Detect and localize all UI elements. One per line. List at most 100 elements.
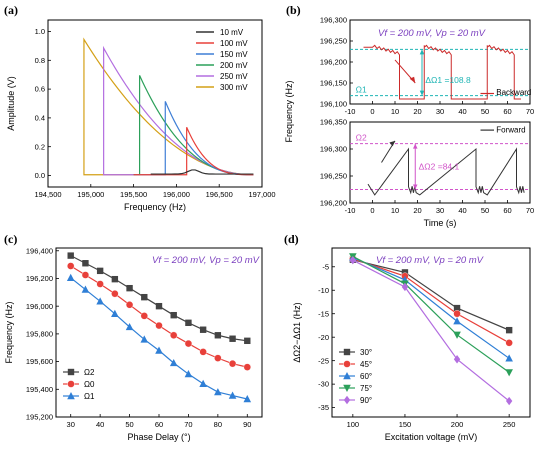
data-point — [453, 355, 461, 364]
y-tick-label: 1.0 — [35, 27, 45, 36]
legend-label: Backward — [496, 88, 531, 97]
data-point — [96, 280, 104, 288]
y-tick-label: 196,200 — [320, 199, 347, 208]
data-point — [505, 354, 513, 362]
panel-label: (a) — [4, 3, 18, 17]
data-point — [228, 359, 237, 368]
x-tick-label: 70 — [526, 107, 534, 116]
data-point — [505, 326, 513, 334]
data-point — [453, 304, 461, 312]
panel-label: (c) — [4, 232, 17, 246]
y-tick-label: 195,800 — [26, 329, 53, 338]
data-point — [126, 284, 133, 292]
legend-marker — [67, 392, 75, 400]
data-point — [170, 311, 177, 319]
x-tick-label: 150 — [399, 420, 412, 429]
y-tick-label: -10 — [318, 286, 329, 295]
legend-label: 300 mV — [220, 83, 248, 92]
y-axis-label: Frequency (Hz) — [4, 301, 14, 363]
x-tick-label: 20 — [413, 206, 421, 215]
legend-label: Ω2 — [84, 368, 95, 377]
x-tick-label: 30 — [436, 107, 444, 116]
data-point — [505, 396, 513, 406]
delta-label-top: ΔΩ1 =108.8 — [425, 75, 471, 85]
legend-marker — [343, 348, 351, 356]
legend-marker — [343, 360, 351, 368]
legend-label: Ω1 — [84, 392, 95, 401]
x-tick-label: 196,000 — [163, 190, 190, 199]
panel-label: (d) — [284, 232, 299, 246]
y-tick-label: 196,150 — [320, 79, 347, 88]
data-point — [111, 275, 119, 283]
x-axis-label: Time (s) — [424, 218, 457, 228]
series-line-0 — [352, 259, 510, 331]
y-axis-label: Frequency (Hz) — [284, 80, 294, 142]
data-point — [96, 297, 104, 305]
data-point — [81, 285, 90, 293]
arrow-head — [419, 49, 425, 55]
data-point — [349, 256, 357, 265]
x-tick-label: 40 — [458, 107, 466, 116]
x-tick-label: 10 — [391, 206, 399, 215]
x-tick-label: 70 — [184, 420, 192, 429]
y-tick-label: 0.4 — [35, 113, 45, 122]
legend-label: 90° — [360, 396, 372, 405]
data-point — [184, 339, 193, 348]
x-tick-label: 90 — [243, 420, 251, 429]
data-point — [111, 290, 119, 298]
delta-label-bottom: ΔΩ2 =84.1 — [419, 162, 460, 172]
legend-marker — [343, 384, 351, 392]
data-point — [243, 394, 252, 403]
data-point — [453, 317, 461, 325]
y-tick-label: 0.2 — [35, 142, 45, 151]
legend-label: 45° — [360, 360, 372, 369]
x-axis-label: Excitation voltage (mV) — [385, 432, 478, 442]
arrow-head — [413, 143, 418, 149]
arrow-head — [419, 90, 425, 96]
x-tick-label: 60 — [503, 107, 511, 116]
data-point — [125, 301, 134, 309]
legend-label: 60° — [360, 372, 372, 381]
data-point — [140, 335, 149, 343]
x-tick-label: 197,000 — [248, 190, 275, 199]
x-tick-label: 0 — [370, 107, 374, 116]
y-tick-label: 196,350 — [320, 118, 347, 127]
y-tick-label: 0.8 — [35, 56, 45, 65]
data-point — [66, 273, 75, 281]
x-tick-label: 0 — [370, 206, 374, 215]
y-tick-label: 196,000 — [26, 302, 53, 311]
legend-label: 75° — [360, 384, 372, 393]
curve-series-150mV — [133, 101, 254, 176]
x-tick-label: 60 — [503, 206, 511, 215]
y-tick-label: -15 — [318, 309, 329, 318]
y-tick-label: 195,200 — [26, 413, 53, 422]
data-point — [170, 331, 178, 339]
plot-frame-a — [47, 19, 263, 188]
data-point — [96, 267, 104, 275]
data-point — [169, 358, 178, 367]
data-point — [401, 269, 409, 276]
legend-label: Ω0 — [84, 380, 95, 389]
legend-marker — [343, 395, 351, 405]
legend-label: 10 mV — [220, 28, 244, 37]
x-tick-label: 195,000 — [77, 190, 104, 199]
y-tick-label: 196,200 — [26, 274, 53, 283]
x-tick-label: 70 — [526, 206, 534, 215]
condition-text: Vf = 200 mV, Vp = 20 mV — [378, 28, 487, 39]
data-point — [81, 271, 90, 279]
series-line-3 — [352, 255, 510, 373]
data-point — [67, 252, 74, 259]
data-point — [82, 260, 89, 267]
data-point — [214, 332, 222, 339]
series-line-1 — [352, 258, 510, 344]
data-point — [199, 379, 207, 387]
data-point — [453, 331, 461, 339]
y-tick-label: 196,300 — [320, 145, 347, 154]
y-tick-label: -30 — [318, 380, 329, 389]
x-tick-label: 30 — [436, 206, 444, 215]
data-point — [125, 322, 134, 331]
x-tick-label: 196,500 — [206, 190, 233, 199]
data-point — [155, 346, 163, 354]
legend-marker — [343, 372, 351, 380]
